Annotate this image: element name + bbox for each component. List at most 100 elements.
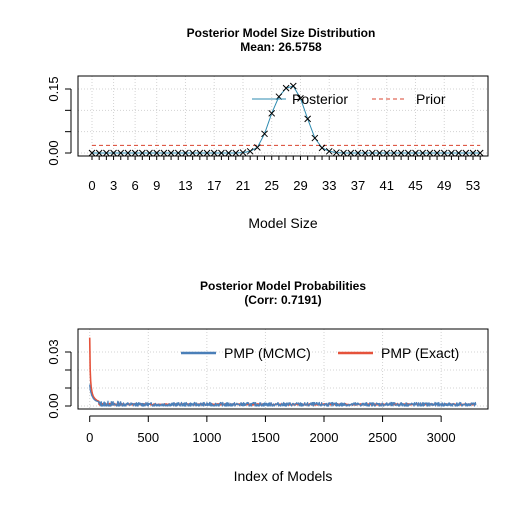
- posterior-point: [419, 149, 427, 157]
- posterior-point: [189, 149, 196, 157]
- posterior-point: [462, 149, 470, 157]
- posterior-point: [426, 149, 434, 157]
- x-tick-label: 53: [466, 178, 480, 193]
- x-axis-label: Index of Models: [234, 468, 333, 484]
- posterior-point: [167, 149, 175, 157]
- posterior-point: [383, 149, 391, 157]
- x-tick-label: 2500: [368, 430, 397, 445]
- y-axis: 0.00 0.03: [46, 339, 72, 419]
- posterior-point: [440, 149, 448, 157]
- posterior-point: [376, 149, 383, 157]
- posterior-point: [397, 149, 405, 157]
- y-tick-label: 0.00: [46, 393, 61, 418]
- posterior-point: [297, 95, 304, 102]
- y-axis: 0.00 0.15: [46, 76, 72, 166]
- x-axis-label: Model Size: [248, 215, 317, 231]
- x-tick-label: 1000: [192, 430, 221, 445]
- posterior-point: [182, 149, 189, 157]
- posterior-point: [455, 149, 462, 157]
- posterior-point: [390, 149, 398, 157]
- posterior-point: [476, 149, 484, 157]
- plot-frame: [77, 328, 489, 410]
- posterior-point: [289, 82, 297, 90]
- posterior-point: [160, 149, 168, 157]
- posterior-point: [340, 149, 347, 157]
- posterior-point: [325, 147, 333, 155]
- posterior-point: [146, 149, 153, 157]
- x-tick-label: 41: [380, 178, 394, 193]
- posterior-point: [232, 149, 240, 157]
- panel-model-size: Posterior Model Size Distribution Mean: …: [46, 26, 489, 231]
- posterior-point: [218, 149, 225, 157]
- y-tick-label: 0.03: [46, 339, 61, 364]
- posterior-point: [95, 149, 103, 157]
- x-tick-label: 21: [236, 178, 250, 193]
- x-tick-label: 0: [88, 178, 95, 193]
- chart-title: Posterior Model Probabilities: [200, 279, 366, 293]
- posterior-point: [110, 149, 117, 157]
- posterior-point: [253, 144, 261, 151]
- posterior-point: [448, 149, 455, 157]
- x-tick-label: 45: [408, 178, 422, 193]
- grid: [78, 329, 488, 409]
- mcmc-series: [89, 384, 477, 407]
- y-tick-label: 0.15: [46, 76, 61, 101]
- x-tick-label: 6: [132, 178, 139, 193]
- x-tick-label: 29: [293, 178, 307, 193]
- chart-subtitle: Mean: 26.5758: [240, 40, 322, 54]
- posterior-series: [88, 82, 484, 157]
- x-tick-label: 33: [322, 178, 336, 193]
- posterior-point: [103, 149, 110, 157]
- posterior-point: [433, 149, 441, 157]
- posterior-point: [239, 149, 247, 156]
- x-tick-label: 17: [207, 178, 221, 193]
- posterior-point: [268, 109, 276, 117]
- x-tick-label: 2000: [310, 430, 339, 445]
- y-tick-label: 0.00: [46, 140, 61, 165]
- grid: [78, 76, 488, 156]
- x-tick-label: 13: [178, 178, 192, 193]
- posterior-point: [174, 149, 182, 157]
- posterior-point: [261, 130, 268, 138]
- legend-exact-label: PMP (Exact): [381, 345, 459, 361]
- posterior-point: [124, 149, 132, 157]
- posterior-point: [196, 149, 204, 157]
- posterior-point: [469, 149, 477, 157]
- posterior-point: [361, 149, 369, 157]
- chart-title: Posterior Model Size Distribution: [187, 26, 376, 40]
- posterior-point: [131, 149, 139, 157]
- x-tick-label: 25: [264, 178, 278, 193]
- posterior-point: [225, 149, 232, 157]
- posterior-point: [347, 149, 355, 157]
- x-axis: 0 3 6 9 13 17 21 25 29 33 37 41 45 49 53: [88, 156, 481, 193]
- posterior-point: [282, 84, 290, 92]
- posterior-point: [203, 149, 211, 157]
- legend-mcmc-label: PMP (MCMC): [224, 345, 311, 361]
- posterior-point: [88, 149, 96, 157]
- posterior-point: [153, 149, 161, 157]
- series-line: [89, 384, 477, 407]
- posterior-point: [354, 149, 362, 157]
- legend: PMP (MCMC) PMP (Exact): [181, 345, 459, 361]
- posterior-point: [333, 149, 340, 156]
- x-tick-label: 3: [110, 178, 117, 193]
- x-tick-label: 1500: [251, 430, 280, 445]
- x-tick-label: 9: [153, 178, 160, 193]
- x-tick-label: 500: [137, 430, 159, 445]
- posterior-point: [311, 134, 319, 142]
- x-tick-label: 3000: [427, 430, 456, 445]
- posterior-point: [318, 144, 326, 152]
- x-tick-label: 0: [86, 430, 93, 445]
- posterior-point: [404, 149, 412, 157]
- posterior-point: [210, 149, 218, 157]
- x-tick-label: 49: [437, 178, 451, 193]
- plot-frame: [77, 75, 489, 157]
- chart-subtitle: (Corr: 0.7191): [244, 293, 321, 307]
- posterior-point: [138, 149, 146, 157]
- legend-prior-label: Prior: [416, 91, 446, 107]
- posterior-point: [369, 149, 376, 157]
- x-tick-label: 37: [351, 178, 365, 193]
- posterior-point: [246, 147, 254, 155]
- panel-model-probabilities: Posterior Model Probabilities (Corr: 0.7…: [46, 279, 489, 484]
